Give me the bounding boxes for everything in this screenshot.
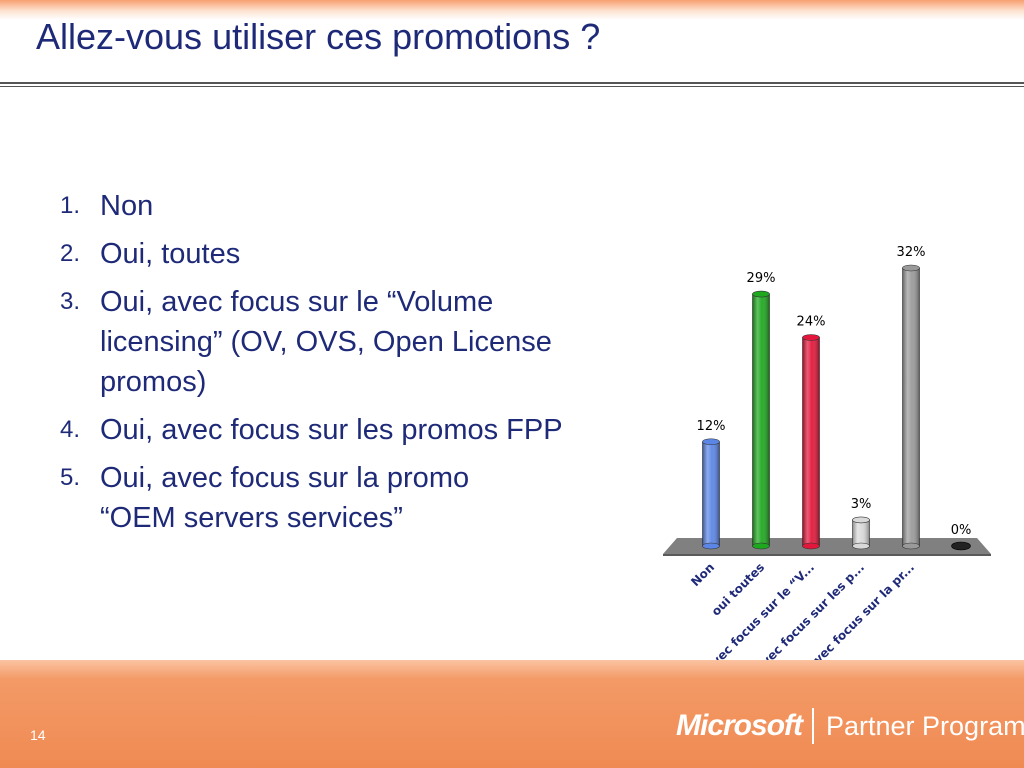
option-number: 1. — [60, 192, 81, 219]
bar — [802, 334, 820, 550]
option-text: Oui, toutes — [100, 238, 241, 270]
title-rule-thin — [0, 86, 1024, 87]
option-number: 3. — [60, 288, 81, 315]
option-text: Non — [100, 190, 154, 222]
title-rule — [0, 82, 1024, 84]
logo-separator — [812, 708, 814, 744]
page-number: 14 — [30, 727, 46, 743]
data-label: 29% — [747, 271, 776, 286]
bar — [852, 516, 870, 550]
top-stripe — [0, 0, 1024, 20]
option-text: Oui, avec focus sur la promo “OEM server… — [100, 462, 470, 534]
bar — [702, 438, 720, 550]
microsoft-partner-logo: Microsoft Partner Program — [676, 708, 1024, 744]
option-number: 2. — [60, 240, 81, 267]
options-list: 1. Non 2. Oui, toutes 3. Oui, avec focus su… — [60, 186, 600, 546]
option-text: Oui, avec focus sur les promos FPP — [100, 414, 563, 446]
list-item: 1. Non — [60, 186, 600, 226]
bar — [752, 290, 770, 550]
list-item: 2. Oui, toutes — [60, 234, 600, 274]
data-label: 32% — [897, 245, 926, 260]
option-number: 5. — [60, 464, 81, 491]
list-item: 4. Oui, avec focus sur les promos FPP — [60, 410, 580, 450]
data-label: 3% — [851, 497, 872, 512]
data-label: 12% — [697, 419, 726, 434]
option-number: 4. — [60, 416, 81, 443]
microsoft-logo-text: Microsoft — [676, 709, 803, 742]
option-text: Oui, avec focus sur le “Volume licensing… — [100, 286, 552, 398]
bar — [902, 264, 920, 550]
footer-band — [0, 660, 1024, 768]
slide-title: Allez-vous utiliser ces promotions ? — [36, 16, 601, 57]
chart-floor-edge — [663, 554, 991, 556]
list-item: 3. Oui, avec focus sur le “Volume licensi… — [60, 282, 570, 402]
data-label: 24% — [797, 315, 826, 330]
partner-program-text: Partner Program — [826, 710, 1024, 741]
data-label: 0% — [951, 523, 972, 538]
bar — [951, 541, 971, 551]
category-label: Non — [688, 560, 717, 589]
list-item: 5. Oui, avec focus sur la promo “OEM serv… — [60, 458, 550, 538]
